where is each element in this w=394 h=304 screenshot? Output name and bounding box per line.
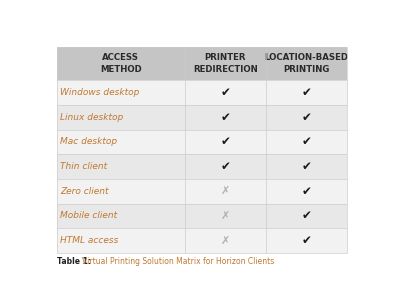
Text: ✗: ✗ bbox=[221, 236, 230, 246]
Text: Mobile client: Mobile client bbox=[60, 212, 117, 220]
Bar bbox=[266, 228, 347, 253]
Bar bbox=[57, 130, 184, 154]
Text: Virtual Printing Solution Matrix for Horizon Clients: Virtual Printing Solution Matrix for Hor… bbox=[82, 257, 274, 266]
Text: ✗: ✗ bbox=[221, 211, 230, 221]
Text: Mac desktop: Mac desktop bbox=[60, 137, 117, 147]
Bar bbox=[266, 47, 347, 80]
Text: Table 1:: Table 1: bbox=[57, 257, 91, 266]
Text: Linux desktop: Linux desktop bbox=[60, 113, 124, 122]
Text: Zero client: Zero client bbox=[60, 187, 109, 196]
Bar bbox=[57, 228, 184, 253]
Bar bbox=[184, 154, 266, 179]
Text: HTML access: HTML access bbox=[60, 236, 119, 245]
Text: Windows desktop: Windows desktop bbox=[60, 88, 140, 97]
Bar bbox=[184, 179, 266, 204]
Bar bbox=[184, 228, 266, 253]
Text: ✔: ✔ bbox=[220, 160, 230, 173]
Bar bbox=[57, 105, 184, 130]
Bar bbox=[184, 204, 266, 228]
Bar bbox=[57, 80, 184, 105]
Bar bbox=[184, 47, 266, 80]
Bar bbox=[57, 47, 184, 80]
Text: ✗: ✗ bbox=[221, 186, 230, 196]
Text: ✔: ✔ bbox=[301, 234, 311, 247]
Bar bbox=[184, 80, 266, 105]
Bar bbox=[266, 204, 347, 228]
Bar bbox=[184, 105, 266, 130]
Bar bbox=[184, 130, 266, 154]
Bar bbox=[57, 179, 184, 204]
Text: ACCESS
METHOD: ACCESS METHOD bbox=[100, 54, 141, 74]
Text: ✔: ✔ bbox=[220, 86, 230, 99]
Bar bbox=[266, 80, 347, 105]
Text: Thin client: Thin client bbox=[60, 162, 108, 171]
Text: ✔: ✔ bbox=[301, 160, 311, 173]
Text: ✔: ✔ bbox=[220, 136, 230, 148]
Bar bbox=[57, 204, 184, 228]
Text: ✔: ✔ bbox=[220, 111, 230, 124]
Text: ✔: ✔ bbox=[301, 111, 311, 124]
Text: ✔: ✔ bbox=[301, 185, 311, 198]
Bar bbox=[266, 130, 347, 154]
Bar bbox=[266, 105, 347, 130]
Text: PRINTER
REDIRECTION: PRINTER REDIRECTION bbox=[193, 54, 258, 74]
Text: ✔: ✔ bbox=[301, 86, 311, 99]
Text: LOCATION-BASED
PRINTING: LOCATION-BASED PRINTING bbox=[264, 54, 348, 74]
Bar bbox=[57, 154, 184, 179]
Bar bbox=[266, 154, 347, 179]
Text: ✔: ✔ bbox=[301, 136, 311, 148]
Bar bbox=[266, 179, 347, 204]
Text: ✔: ✔ bbox=[301, 209, 311, 223]
